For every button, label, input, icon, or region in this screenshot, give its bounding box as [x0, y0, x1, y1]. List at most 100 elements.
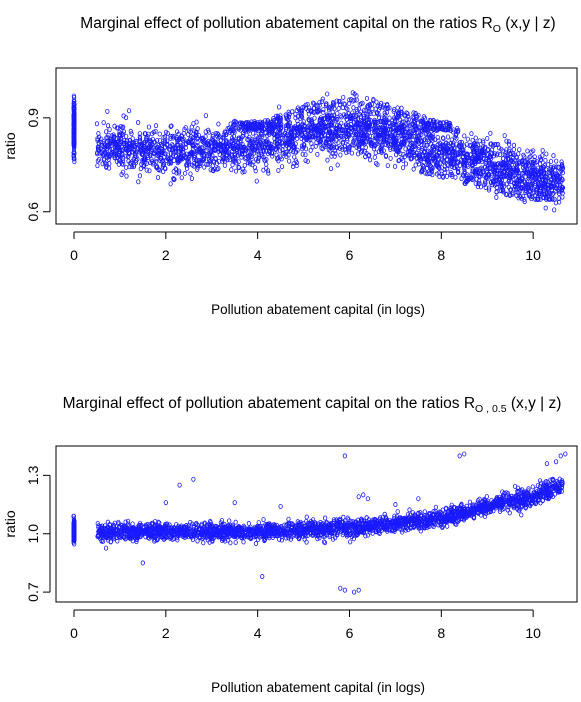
scatter-point: [312, 115, 317, 121]
scatter-point: [503, 149, 509, 155]
scatter-point: [422, 115, 428, 121]
scatter-point: [221, 143, 226, 149]
scatter-point: [506, 163, 511, 169]
scatter-point: [341, 139, 346, 145]
scatter-point: [72, 126, 77, 132]
scatter-point: [437, 120, 442, 126]
scatter-point: [132, 154, 137, 160]
scatter-point: [351, 105, 356, 111]
scatter-point: [487, 185, 492, 191]
scatter-point: [186, 128, 192, 134]
scatter-point: [172, 145, 177, 151]
scatter-point: [367, 122, 372, 128]
scatter-point: [231, 133, 237, 139]
scatter-point: [430, 135, 435, 141]
scatter-point: [327, 128, 332, 134]
scatter-point: [278, 116, 283, 122]
scatter-point: [265, 151, 271, 157]
scatter-point: [426, 153, 431, 159]
scatter-point: [365, 135, 370, 141]
scatter-point: [137, 173, 143, 179]
scatter-point: [483, 144, 488, 150]
scatter-point: [272, 139, 278, 145]
scatter-point: [71, 150, 76, 156]
scatter-point: [254, 124, 259, 130]
scatter-point: [279, 140, 284, 146]
scatter-point: [362, 120, 367, 126]
scatter-point: [381, 137, 386, 143]
scatter-point: [194, 130, 199, 136]
scatter-point: [153, 123, 159, 129]
scatter-point: [261, 517, 266, 523]
x-tick-label: 2: [162, 247, 170, 263]
scatter-point: [407, 125, 412, 131]
scatter-point: [277, 148, 283, 154]
scatter-point: [488, 179, 493, 185]
scatter-point: [359, 101, 364, 107]
scatter-point: [202, 164, 207, 170]
scatter-point: [108, 152, 113, 158]
scatter-point: [305, 158, 310, 164]
scatter-point: [322, 124, 327, 130]
scatter-point: [286, 142, 292, 148]
scatter-point: [213, 147, 219, 153]
scatter-point: [155, 164, 160, 170]
scatter-point: [152, 150, 157, 156]
scatter-point: [393, 163, 398, 169]
scatter-point: [234, 149, 240, 155]
scatter-point: [338, 152, 343, 158]
scatter-point: [259, 151, 264, 157]
scatter-point: [326, 123, 331, 129]
scatter-point: [260, 123, 265, 129]
scatter-point: [148, 160, 153, 166]
scatter-point: [288, 134, 293, 140]
scatter-point: [403, 161, 409, 167]
scatter-point: [525, 179, 530, 185]
scatter-point: [401, 124, 406, 130]
scatter-point: [124, 173, 129, 179]
scatter-point: [132, 147, 137, 153]
scatter-point: [462, 169, 467, 175]
scatter-point: [136, 179, 141, 185]
scatter-point: [320, 98, 325, 104]
scatter-point: [459, 139, 464, 145]
scatter-point: [258, 134, 263, 140]
scatter-point: [188, 136, 193, 142]
scatter-point: [397, 117, 403, 123]
scatter-point: [226, 151, 232, 157]
scatter-point: [498, 160, 504, 166]
scatter-point: [168, 133, 173, 139]
scatter-point: [263, 130, 268, 136]
scatter-point: [150, 144, 156, 150]
scatter-point: [449, 145, 455, 151]
scatter-point: [537, 478, 543, 484]
scatter-point: [510, 173, 515, 179]
scatter-point: [157, 131, 162, 137]
scatter-point: [339, 128, 345, 134]
scatter-point: [421, 138, 426, 144]
scatter-point: [309, 134, 314, 140]
scatter-point: [513, 184, 518, 190]
scatter-point: [114, 145, 120, 151]
scatter-point: [154, 156, 159, 162]
scatter-point: [225, 157, 230, 163]
scatter-point: [221, 156, 226, 162]
scatter-point: [312, 126, 317, 132]
scatter-point: [361, 140, 366, 146]
scatter-point: [350, 115, 355, 121]
scatter-point: [438, 146, 443, 152]
scatter-point: [211, 168, 216, 174]
scatter-point: [292, 144, 297, 150]
scatter-point: [304, 514, 309, 520]
scatter-point: [248, 154, 253, 160]
scatter-point: [255, 120, 260, 126]
scatter-point: [537, 191, 542, 197]
panel-1: Marginal effect of pollution abatement c…: [2, 15, 578, 317]
scatter-point: [119, 171, 124, 177]
scatter-point: [254, 178, 259, 184]
scatter-point: [279, 125, 284, 131]
scatter-point: [244, 132, 249, 138]
scatter-point: [124, 133, 129, 139]
scatter-point: [412, 123, 417, 129]
panel-2: Marginal effect of pollution abatement c…: [2, 395, 578, 695]
